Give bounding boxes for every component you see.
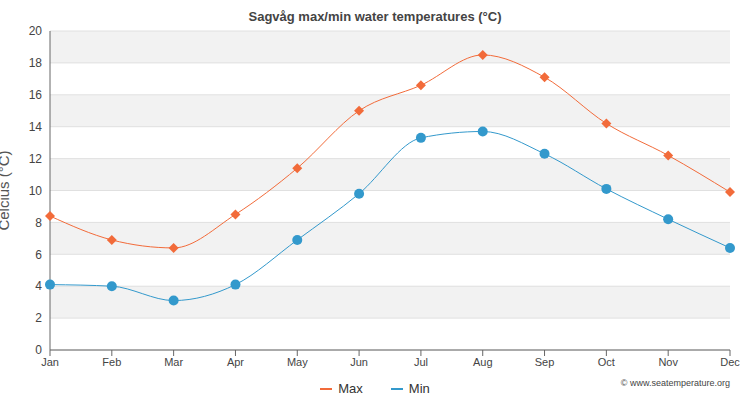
svg-text:2: 2 — [35, 311, 42, 325]
svg-text:Jul: Jul — [414, 356, 428, 368]
svg-text:0: 0 — [35, 343, 42, 357]
svg-text:20: 20 — [29, 24, 43, 38]
svg-text:Jan: Jan — [41, 356, 59, 368]
html-text:Max: Max — [338, 381, 363, 396]
svg-text:Dec: Dec — [720, 356, 740, 368]
svg-text:10: 10 — [29, 184, 43, 198]
svg-text:May: May — [287, 356, 308, 368]
svg-text:Jun: Jun — [350, 356, 368, 368]
svg-text:Sep: Sep — [535, 356, 555, 368]
svg-text:Nov: Nov — [658, 356, 678, 368]
svg-text:Feb: Feb — [102, 356, 121, 368]
svg-text:Mar: Mar — [164, 356, 183, 368]
svg-text:Oct: Oct — [598, 356, 615, 368]
svg-text:8: 8 — [35, 216, 42, 230]
svg-text:16: 16 — [29, 88, 43, 102]
svg-text:4: 4 — [35, 279, 42, 293]
svg-text:6: 6 — [35, 248, 42, 262]
html-text:Sagvåg max/min water temperatu: Sagvåg max/min water temperatures (°C) — [248, 9, 502, 24]
svg-text:18: 18 — [29, 56, 43, 70]
html-text:Min: Min — [408, 381, 430, 396]
svg-text:Celcius (°C): Celcius (°C) — [8, 150, 12, 230]
svg-text:Apr: Apr — [227, 356, 244, 368]
svg-text:14: 14 — [29, 120, 43, 134]
html-text:© www.seatemperature.org: © www.seatemperature.org — [620, 378, 730, 388]
svg-text:Aug: Aug — [473, 356, 493, 368]
svg-text:12: 12 — [29, 152, 43, 166]
